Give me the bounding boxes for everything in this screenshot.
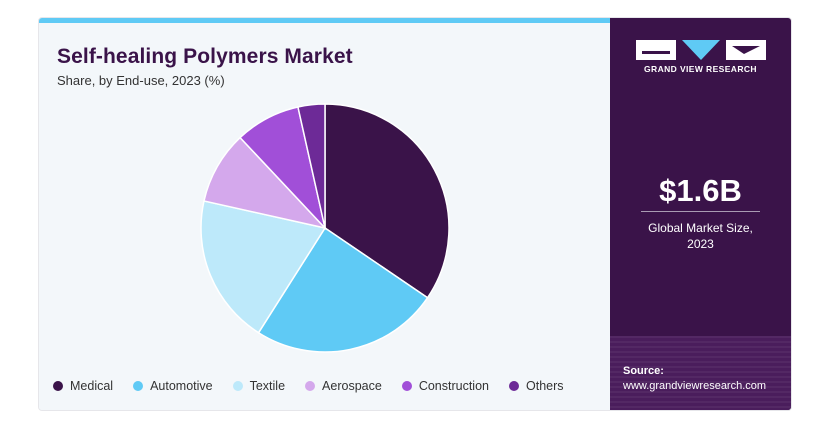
- legend-item-construction: Construction: [401, 379, 489, 393]
- chart-panel: Self-healing Polymers Market Share, by E…: [39, 23, 610, 410]
- legend-item-aerospace: Aerospace: [305, 379, 382, 393]
- market-size-label-line2: 2023: [687, 237, 714, 251]
- pie-chart: [200, 103, 450, 353]
- market-size-value: $1.6B: [659, 173, 742, 208]
- legend-label-others: Others: [526, 379, 564, 393]
- legend-item-medical: Medical: [53, 379, 113, 393]
- legend-swatch-textile: [232, 381, 243, 391]
- legend-swatch-construction: [401, 381, 412, 391]
- pie-slice-others: [297, 103, 326, 229]
- chart-legend: Medical Automotive Textile Aerospace Constru…: [53, 377, 564, 395]
- legend-label-aerospace: Aerospace: [322, 379, 382, 393]
- legend-label-medical: Medical: [70, 379, 114, 393]
- legend-item-textile: Textile: [232, 379, 286, 393]
- legend-item-others: Others: [509, 379, 564, 393]
- market-size-label: Global Market Size, 2023: [610, 220, 791, 252]
- accent-bar: [39, 18, 610, 23]
- pie-slice-medical: [324, 103, 450, 299]
- pie-slice-textile: [200, 200, 327, 334]
- legend-swatch-medical: [53, 381, 63, 391]
- legend-item-automotive: Automotive: [133, 379, 213, 393]
- legend-swatch-aerospace: [305, 381, 316, 391]
- legend-swatch-others: [509, 381, 519, 391]
- source-label: Source:: [623, 365, 664, 377]
- market-size-label-line1: Global Market Size,: [648, 221, 753, 235]
- legend-label-textile: Textile: [249, 379, 286, 393]
- summary-panel: GRAND VIEW RESEARCH $1.6B Global Market …: [610, 18, 791, 410]
- legend-swatch-automotive: [133, 381, 144, 391]
- pie-slice-automotive: [257, 226, 429, 353]
- legend-label-automotive: Automotive: [150, 379, 213, 393]
- source-link[interactable]: www.grandviewresearch.com: [623, 380, 767, 392]
- source-band: [610, 336, 791, 410]
- chart-card: Self-healing Polymers Market Share, by E…: [38, 17, 792, 411]
- grand-view-research-logo-icon: [636, 40, 766, 60]
- logo-text: GRAND VIEW RESEARCH: [644, 64, 757, 74]
- legend-label-construction: Construction: [418, 379, 489, 393]
- divider: [641, 211, 760, 212]
- chart-title: Self-healing Polymers Market: [57, 45, 353, 68]
- chart-subtitle: Share, by End-use, 2023 (%): [57, 73, 225, 88]
